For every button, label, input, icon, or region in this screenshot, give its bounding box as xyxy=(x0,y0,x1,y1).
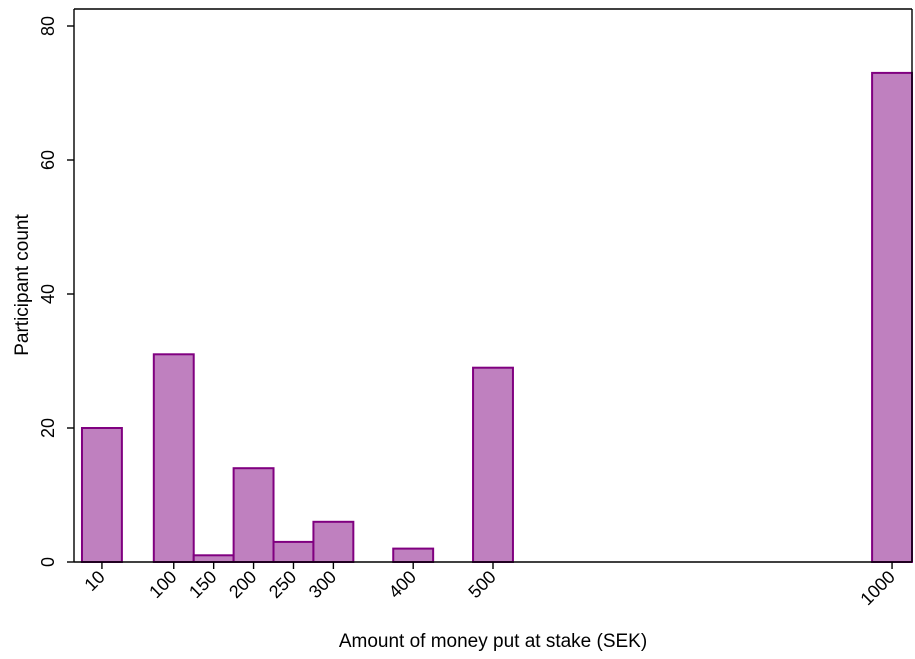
bar-200 xyxy=(232,467,275,564)
bar-100 xyxy=(152,353,195,563)
bar-150 xyxy=(192,554,235,563)
x-tick-label-250: 250 xyxy=(265,567,300,602)
x-axis-title: Amount of money put at stake (SEK) xyxy=(339,631,647,652)
x-tick-label-300: 300 xyxy=(305,567,340,602)
y-tick-label-20: 20 xyxy=(38,418,58,438)
x-tick-label-150: 150 xyxy=(185,567,220,602)
x-tick-label-100: 100 xyxy=(145,567,180,602)
bar-400 xyxy=(392,547,435,563)
x-tick-label-400: 400 xyxy=(385,567,420,602)
x-tick-label-1000: 1000 xyxy=(856,567,898,609)
bar-1000 xyxy=(871,71,913,564)
x-tick-label-10: 10 xyxy=(80,567,108,595)
y-ticks-group: 0 20 40 60 80 xyxy=(38,16,74,567)
y-tick-label-40: 40 xyxy=(38,284,58,304)
y-axis-title: Participant count xyxy=(12,214,33,356)
x-tick-label-200: 200 xyxy=(225,567,260,602)
bar-300 xyxy=(312,520,355,563)
y-tick-label-0: 0 xyxy=(38,557,58,567)
bar-10 xyxy=(80,427,123,563)
bar-500 xyxy=(472,366,514,564)
y-tick-label-80: 80 xyxy=(38,16,58,36)
bars-group xyxy=(80,71,913,564)
bar-250 xyxy=(272,540,315,564)
x-tick-label-500: 500 xyxy=(464,567,499,602)
x-ticks-group: 10 100 150 200 250 300 400 500 1000 xyxy=(80,562,899,609)
y-tick-label-60: 60 xyxy=(38,150,58,170)
